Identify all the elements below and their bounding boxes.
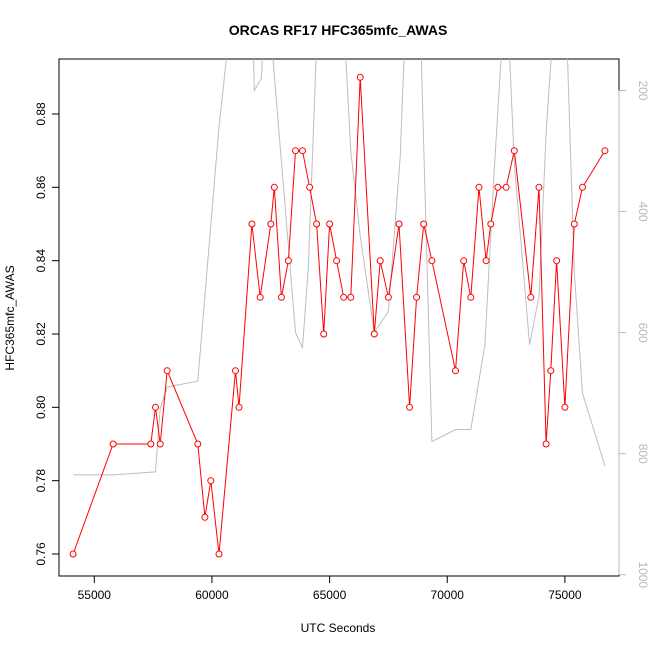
red-data-point [267, 220, 275, 228]
red-data-point [313, 220, 321, 228]
red-data-point [284, 257, 292, 265]
right-tick-label: 400 [636, 202, 650, 222]
red-data-point [395, 220, 403, 228]
red-data-point [601, 147, 609, 155]
red-data-point [406, 403, 414, 411]
right-tick-label: 200 [636, 80, 650, 100]
red-data-point [347, 293, 355, 301]
red-data-point [356, 73, 364, 81]
y-tick-label: 0.80 [34, 395, 48, 419]
red-data-point [147, 440, 155, 448]
red-data-point [510, 147, 518, 155]
red-data-point [487, 220, 495, 228]
red-data-point [163, 367, 171, 375]
red-data-point [270, 183, 278, 191]
y-tick-label: 0.82 [34, 322, 48, 346]
red-data-point [215, 550, 223, 558]
right-tick-label: 1000 [636, 561, 650, 588]
red-data-point [333, 257, 341, 265]
red-data-point [376, 257, 384, 265]
red-data-point [326, 220, 334, 228]
red-data-point [201, 513, 209, 521]
red-data-point [420, 220, 428, 228]
red-data-point [384, 293, 392, 301]
red-data-point [475, 183, 483, 191]
gray-series-layer [73, 59, 606, 476]
red-data-point [232, 367, 239, 375]
y-axis-label: HFC365mfc_AWAS [3, 265, 17, 370]
y-axis: 0.76 0.78 0.80 0.82 0.84 0.86 0.88 [34, 102, 60, 566]
red-data-point [277, 293, 285, 301]
red-data-point [69, 550, 77, 558]
x-tick-label: 70000 [431, 588, 465, 602]
x-tick-label: 60000 [195, 588, 229, 602]
red-data-point [152, 403, 159, 411]
red-data-point [320, 330, 328, 338]
y-tick-label: 0.86 [34, 175, 48, 199]
red-data-point [547, 367, 555, 375]
red-data-point [494, 183, 502, 191]
red-data-point [535, 183, 543, 191]
red-data-point [156, 440, 164, 448]
y-tick-label: 0.84 [34, 249, 48, 273]
y-tick-label: 0.88 [34, 102, 48, 126]
red-data-point [194, 440, 202, 448]
red-data-point [542, 440, 550, 448]
x-tick-label: 75000 [548, 588, 582, 602]
y-tick-label: 0.78 [34, 469, 48, 493]
y-tick-label: 0.76 [34, 542, 48, 566]
red-data-point [460, 257, 468, 265]
red-data-point [561, 403, 569, 411]
red-data-point [256, 293, 264, 301]
red-data-point [306, 183, 314, 191]
red-data-point [452, 367, 459, 375]
red-data-point [299, 147, 306, 155]
red-data-point [207, 477, 215, 485]
red-data-point [340, 293, 348, 301]
red-data-point [467, 293, 475, 301]
red-data-point [248, 220, 256, 228]
right-tick-label: 800 [636, 444, 650, 464]
red-data-point [482, 257, 490, 265]
red-data-point [292, 147, 299, 155]
red-series-line [72, 77, 606, 555]
x-tick-label: 55000 [78, 588, 112, 602]
red-data-point [570, 220, 578, 228]
red-data-point [413, 293, 421, 301]
red-series-layer [69, 73, 609, 558]
red-data-point [370, 330, 378, 338]
x-axis-label: UTC Seconds [301, 621, 376, 635]
x-axis: 55000 60000 65000 70000 75000 [78, 575, 582, 602]
chart-title: ORCAS RF17 HFC365mfc_AWAS [229, 22, 448, 38]
red-data-point [527, 293, 535, 301]
right-y-axis: 200 400 600 800 1000 [618, 80, 650, 588]
right-tick-label: 600 [636, 323, 650, 343]
red-data-point [553, 257, 561, 265]
red-data-point [428, 257, 436, 265]
red-data-point [109, 440, 117, 448]
red-data-point [502, 183, 510, 191]
red-data-point [579, 183, 586, 191]
red-data-point [235, 403, 243, 411]
x-tick-label: 65000 [313, 588, 347, 602]
gray-series-line [73, 59, 606, 476]
